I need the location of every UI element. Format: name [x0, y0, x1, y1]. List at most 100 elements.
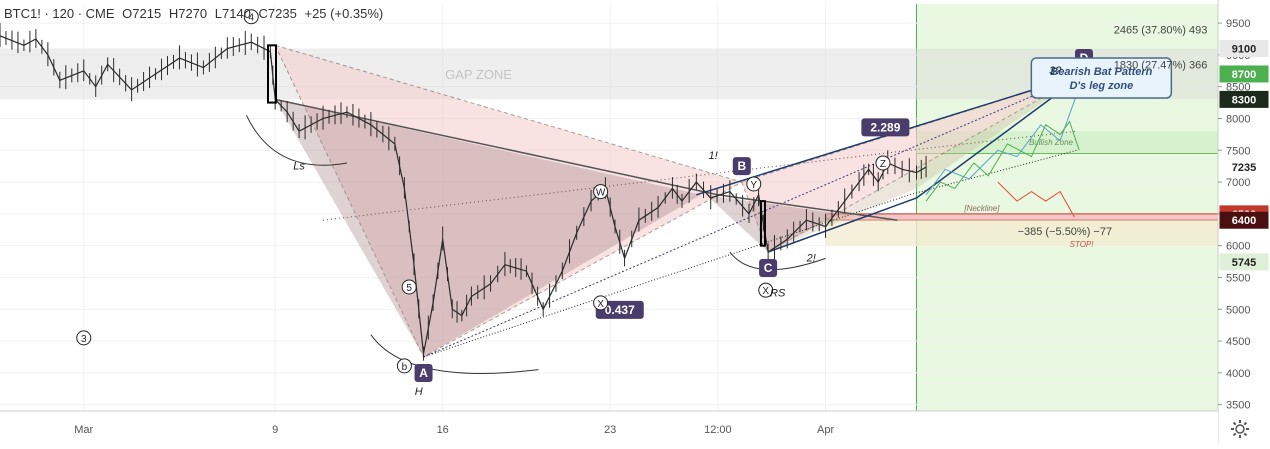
channel-bottom: [767, 73, 1085, 253]
ohlc-open: O7215: [122, 6, 162, 21]
measure-label-1: 1830 (27.47%) 366: [1114, 59, 1208, 71]
wave-label-4: W: [596, 188, 606, 199]
wave-circle: [875, 155, 891, 171]
pattern-xab: [274, 44, 744, 358]
price-badge-label-5: 6400: [1232, 215, 1256, 227]
gap-zone-label: GAP ZONE: [445, 67, 512, 82]
wave-circle: [593, 184, 609, 200]
wave-label-11: RS: [770, 288, 786, 300]
y-tick-label-2: 8500: [1226, 82, 1250, 94]
bullish-zone: [916, 131, 1218, 154]
pattern-dotted: [322, 130, 1077, 221]
wave-label-0: 3: [81, 334, 87, 345]
wave-label-10: H: [415, 386, 423, 398]
y-tick-label-8: 5500: [1226, 272, 1250, 284]
price-badge-1: [1219, 65, 1269, 83]
price-line: [0, 35, 927, 354]
stop-band: [825, 220, 1218, 246]
ohlc-change: +25 (+0.35%): [304, 6, 384, 21]
y-tick-label-10: 4500: [1226, 336, 1250, 348]
symbol-title[interactable]: BTC1! · 120 · CME: [4, 6, 115, 21]
neckline-label: [Neckline]: [963, 204, 1000, 213]
price-badge-2: [1219, 90, 1269, 108]
pattern-layer: [246, 44, 1085, 374]
ohlc-low: L7140: [214, 6, 251, 21]
pattern-point-b: B: [737, 159, 746, 173]
projection-alt: [925, 120, 1080, 202]
neckline-trend: [275, 98, 898, 221]
pattern-point-a: A: [419, 366, 428, 380]
price-badge-label-3: 7235: [1232, 162, 1256, 174]
y-tick-label-7: 6000: [1226, 241, 1250, 253]
ohlc-close: C7235: [258, 6, 297, 21]
neckline-band: [825, 213, 1218, 221]
wave-label-12: 1!: [708, 150, 717, 162]
price-badge-label-6: 5745: [1232, 257, 1256, 269]
highlight-box: [267, 44, 278, 104]
wave-label-3: b: [402, 362, 408, 373]
x-tick-label-3: 23: [604, 424, 616, 436]
y-tick-label-0: 9500: [1226, 18, 1250, 30]
ratio-label-1: 0.437: [605, 303, 635, 317]
symbol-header: BTC1! · 120 · CME O7215 H7270 L7140 C723…: [4, 6, 387, 21]
time-axis: [0, 411, 1218, 444]
price-badge-3: [1219, 158, 1269, 176]
measure-label-2: −385 (−5.50%) −77: [1018, 226, 1113, 238]
highlight-box: [759, 200, 766, 247]
pattern-point-c: C: [764, 261, 773, 275]
y-tick-label-9: 5000: [1226, 304, 1250, 316]
ratio-label-1-box: [595, 300, 644, 319]
trend-dotted: [423, 149, 1077, 358]
wave-label-7: X: [762, 286, 769, 297]
pattern-point-b-box: [732, 157, 751, 176]
stop-label: STOP!: [1070, 240, 1095, 249]
y-tick-label-12: 3500: [1226, 400, 1250, 412]
wave-circle: [396, 358, 412, 374]
wave-circle: [758, 282, 774, 298]
price-badge-label-1: 8700: [1232, 69, 1256, 81]
x-tick-label-2: 16: [437, 424, 449, 436]
pattern-inner-b: [705, 194, 840, 252]
measure-label-0: 2465 (37.80%) 493: [1114, 24, 1208, 36]
y-tick-label-5: 7000: [1226, 177, 1250, 189]
pattern-callout-box: [1030, 57, 1173, 99]
left-shoulder-arc: [246, 115, 348, 166]
pattern-callout-title: Bearish Bat Pattern: [1050, 66, 1152, 78]
wave-circle: [401, 279, 417, 295]
pattern-callout-subtitle: D's leg zone: [1069, 80, 1133, 92]
line-layer: [925, 73, 1085, 218]
x-tick-label-5: Apr: [817, 424, 834, 436]
wave-label-13: 2!: [806, 253, 816, 265]
price-badge-0: [1219, 40, 1269, 58]
y-tick-label-3: 8000: [1226, 113, 1250, 125]
wave-label-5: X: [597, 299, 604, 310]
wave-circle: [593, 295, 609, 311]
wave-label-2: 5: [406, 283, 412, 294]
x-tick-label-1: 9: [272, 424, 278, 436]
wave-label-9: Ls: [293, 160, 305, 172]
wave-label-8: Z: [880, 159, 886, 170]
price-badge-5: [1219, 211, 1269, 229]
price-badge-label-2: 8300: [1232, 94, 1256, 106]
ratio-label-0: 2.289: [870, 120, 900, 134]
candle-layer: [0, 23, 927, 361]
ratio-label-0-box: [861, 118, 910, 137]
y-tick-label-11: 4000: [1226, 368, 1250, 380]
price-badge-label-0: 9100: [1232, 44, 1256, 56]
pattern-point-a-box: [414, 363, 433, 382]
wave-circle: [746, 176, 762, 192]
wave-circle: [243, 9, 259, 25]
ohlc-high: H7270: [168, 6, 208, 21]
head-arc: [370, 334, 539, 374]
wave-label-6: Y: [750, 180, 757, 191]
x-tick-label-4: 12:00: [704, 424, 732, 436]
y-tick-label-4: 7500: [1226, 145, 1250, 157]
gear-icon[interactable]: [1229, 418, 1251, 440]
wave-circle: [76, 330, 92, 346]
projection-bull: [925, 73, 1085, 196]
price-badge-6: [1219, 253, 1269, 271]
